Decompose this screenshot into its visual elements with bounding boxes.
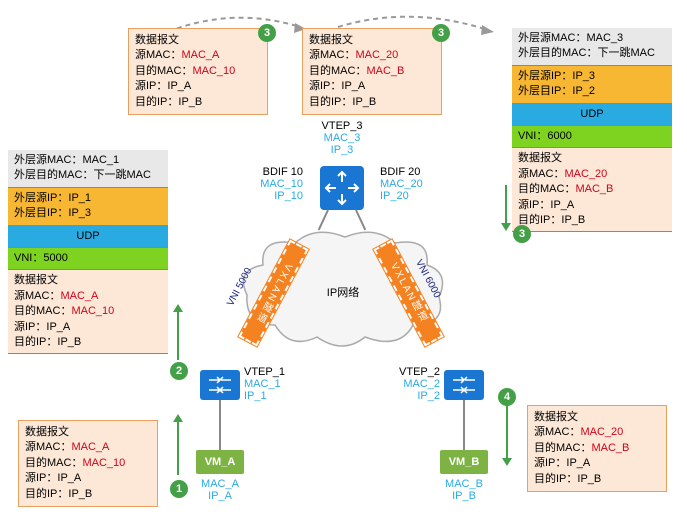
arrow-1-up [177, 420, 179, 475]
vma-label: MAC_AIP_A [196, 478, 244, 502]
vm-b: VM_B [440, 450, 488, 474]
packet-3b: 数据报文 源MAC：MAC_20 目的MAC：MAC_B 源IP：IP_A 目的… [302, 28, 442, 115]
packet-4: 数据报文 源MAC：MAC_20 目的MAC：MAC_B 源IP：IP_A 目的… [527, 405, 667, 492]
vtep3-label: VTEP_3 MAC_3 IP_3 [312, 120, 372, 156]
bdif20-label: BDIF 20MAC_20IP_20 [380, 166, 440, 202]
arrow-4-down [506, 405, 508, 460]
badge-4: 4 [498, 388, 516, 406]
router-icon [320, 166, 364, 210]
badge-1: 1 [170, 480, 188, 498]
badge-2: 2 [170, 362, 188, 380]
arrow-2-up [177, 310, 179, 360]
vmb-label: MAC_BIP_B [440, 478, 488, 502]
pkt-title: 数据报文 [534, 410, 660, 425]
arrow-3-down [505, 185, 507, 225]
badge-3a: 3 [258, 24, 276, 42]
badge-3c: 3 [513, 225, 531, 243]
vtep1-switch-icon [200, 370, 240, 400]
cloud-label: IP网络 [318, 284, 368, 300]
badge-3b: 3 [432, 24, 450, 42]
encap-stack-right: 外层源MAC：MAC_3外层目的MAC：下一跳MAC 外层源IP：IP_3外层目… [512, 28, 672, 232]
packet-1: 数据报文 源MAC：MAC_A 目的MAC：MAC_10 源IP：IP_A 目的… [18, 420, 158, 507]
vm-a: VM_A [196, 450, 244, 474]
packet-3a: 数据报文 源MAC：MAC_A 目的MAC：MAC_10 源IP：IP_A 目的… [128, 28, 268, 115]
vtep1-label: VTEP_1MAC_1IP_1 [244, 366, 294, 402]
bdif10-label: BDIF 10MAC_10IP_10 [243, 166, 303, 202]
pkt-title: 数据报文 [25, 425, 151, 440]
pkt-title: 数据报文 [135, 33, 261, 48]
encap-stack-left: 外层源MAC：MAC_1外层目的MAC：下一跳MAC 外层源IP：IP_1外层目… [8, 150, 168, 354]
vtep2-switch-icon [444, 370, 484, 400]
pkt-title: 数据报文 [309, 33, 435, 48]
vtep2-label: VTEP_2MAC_2IP_2 [390, 366, 440, 402]
